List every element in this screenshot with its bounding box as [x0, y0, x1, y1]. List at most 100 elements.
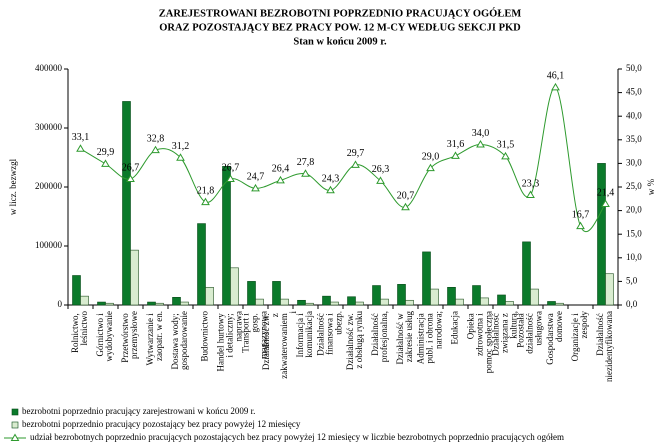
legend-swatch	[10, 433, 20, 441]
bar	[180, 301, 189, 306]
bar	[422, 251, 431, 306]
bar	[80, 295, 89, 306]
y2-tick-label: 20,0	[626, 205, 642, 215]
bar	[222, 166, 231, 306]
data-label: 34,0	[472, 128, 490, 139]
legend-swatch	[11, 408, 19, 416]
data-label: 29,9	[97, 147, 115, 158]
bar	[380, 298, 389, 306]
marker	[101, 159, 110, 167]
bar	[355, 301, 364, 306]
marker	[526, 190, 535, 199]
marker	[201, 197, 210, 206]
x-tick-label: Górnictwo i wydobywanie	[95, 311, 114, 362]
bar	[547, 301, 556, 306]
bar	[255, 298, 264, 306]
line	[80, 86, 606, 233]
x-tick-label: Gospodarstwa domowe	[545, 311, 564, 365]
chart-title: ZAREJESTROWANI BEZROBOTNI POPRZEDNIO PRA…	[159, 7, 522, 19]
marker	[551, 82, 560, 91]
data-label: 20,7	[397, 191, 415, 202]
bar	[497, 294, 506, 306]
y-tick-label: 200000	[35, 181, 63, 191]
data-label: 29,0	[422, 151, 440, 162]
marker	[251, 183, 260, 192]
marker	[126, 174, 135, 182]
bar	[305, 302, 314, 306]
bar	[347, 296, 356, 306]
chart-title: ORAZ POZOSTAJĄCY BEZ PRACY POW. 12 M-CY …	[159, 22, 521, 33]
marker	[476, 140, 485, 148]
y2-tick-label: 35,0	[626, 134, 642, 144]
x-tick-label: Wytwarzanie i zaopatr. w en.	[145, 311, 164, 365]
bar	[522, 241, 531, 306]
bar	[605, 273, 614, 306]
y2-axis-title: w %	[646, 178, 656, 195]
marker	[76, 144, 85, 152]
x-tick-label: Pozostała działalność usługowa	[516, 311, 544, 354]
bar	[172, 297, 181, 306]
bar	[280, 298, 289, 306]
x-tick-label: Budownictwo	[200, 311, 210, 362]
legend-label: bezrobotni poprzednio pracujący pozostaj…	[22, 419, 301, 429]
x-tick-label: Organizacje i zespoły	[570, 311, 589, 362]
bar	[397, 284, 406, 306]
data-label: 24,7	[247, 172, 265, 183]
bar	[597, 163, 606, 306]
bar	[455, 298, 464, 306]
bar	[472, 285, 481, 306]
marker	[451, 151, 460, 159]
x-tick-label: Przetwórstwo przemysłowe	[120, 311, 139, 363]
bar	[230, 267, 239, 306]
marker	[426, 163, 435, 172]
x-tick-label: Działalność zw. z obsługą rynku	[345, 311, 364, 371]
x-tick-label: Opieka zdrowotna i pomoc społeczna	[466, 311, 494, 373]
marker	[351, 160, 360, 168]
data-label: 31,6	[447, 139, 465, 150]
data-label: 21,8	[197, 185, 215, 196]
bar	[197, 223, 206, 306]
marker	[176, 153, 185, 161]
bar	[405, 299, 414, 306]
y2-tick-label: 25,0	[626, 181, 642, 191]
bar	[430, 288, 439, 306]
y-tick-label: 0	[58, 299, 63, 309]
bar	[155, 302, 164, 306]
bar	[147, 301, 156, 306]
data-label: 16,7	[572, 209, 590, 220]
marker	[501, 151, 510, 160]
x-tick-label: Transport i gosp. magazynowa	[241, 311, 269, 358]
x-tick-label: Rolnictwo, leśnictwo	[70, 311, 89, 353]
bar	[330, 301, 339, 306]
bar	[447, 286, 456, 306]
x-tick-label: Administracja publ. i obrona narodowa;	[416, 311, 444, 364]
bar	[72, 275, 81, 306]
data-label: 23,3	[522, 178, 540, 189]
data-label: 32,8	[147, 133, 165, 144]
x-tick-label: Informacja i komunikacja	[295, 311, 314, 358]
bar	[205, 286, 214, 306]
marker	[276, 175, 285, 184]
data-label: 26,3	[372, 164, 390, 175]
data-label: 46,1	[547, 71, 565, 82]
data-label: 26,7	[122, 162, 140, 173]
y-axis-title: w licz. bezwzgl	[8, 158, 18, 215]
marker	[301, 169, 310, 177]
data-label: 33,1	[72, 132, 90, 143]
bar	[372, 285, 381, 306]
x-tick-label: Handel hurtowy i detaliczny; naprawa	[216, 311, 244, 372]
marker	[151, 145, 160, 154]
bar	[322, 295, 331, 306]
legend-label: bezrobotni poprzednio pracujący zarejest…	[22, 406, 255, 416]
y-tick-label: 100000	[35, 240, 63, 250]
x-tick-label: Działalność profesjonalna,	[370, 311, 389, 362]
data-label: 26,7	[222, 162, 240, 173]
y2-tick-label: 10,0	[626, 252, 642, 262]
x-tick-label: Działalność w zakresie usług	[395, 311, 414, 365]
data-label: 31,5	[497, 140, 515, 151]
y2-tick-label: 45,0	[626, 87, 642, 97]
marker	[326, 185, 335, 194]
bar	[247, 281, 256, 306]
x-tick-label: Dostawa wody; gospodarowanie	[170, 311, 189, 370]
